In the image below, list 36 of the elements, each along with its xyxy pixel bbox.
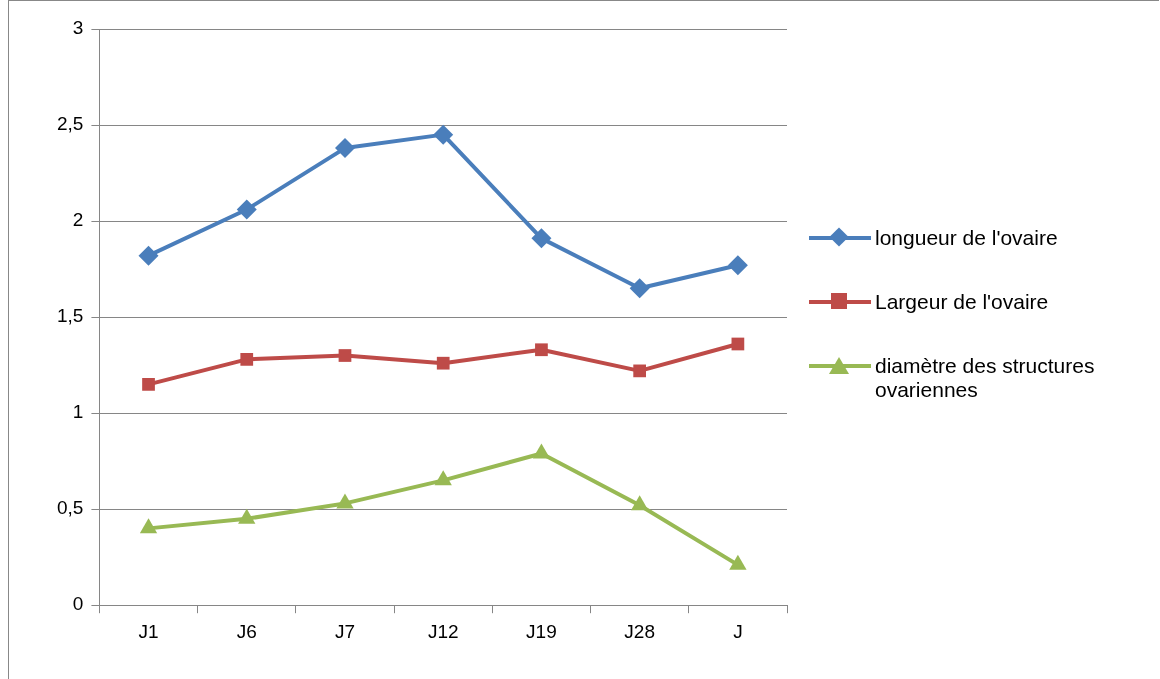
point [138,245,159,266]
legend-label: longueur de l'ovaire [875,226,1058,250]
y-tick-label: 1,5 [56,305,84,327]
point [139,518,158,534]
point [433,124,454,145]
point [236,199,257,220]
y-tick-label: 3 [72,17,84,39]
point [727,255,748,276]
x-tick-label: J1 [138,620,159,642]
point [142,377,155,391]
point [334,138,355,159]
y-tick-label: 2 [72,209,84,231]
legend-label: Largeur de l'ovaire [875,290,1049,314]
point [729,554,747,570]
point [631,495,649,511]
x-tick-label: J6 [236,620,257,642]
x-tick-label: J19 [526,620,557,642]
x-tick-label: J7 [334,620,356,642]
point [633,364,647,378]
legend-label: diamètre des structures ovariennes [875,354,1096,402]
y-tick-label: 0,5 [56,497,84,519]
point [338,349,352,362]
point [531,228,552,249]
point [238,508,256,524]
y-tick-label: 0 [72,593,84,615]
point [434,470,452,486]
point [436,356,450,370]
y-tick-label: 2,5 [56,113,84,135]
y-tick-label: 1 [72,401,84,423]
x-tick-label: J28 [624,620,655,642]
x-tick-label: J12 [427,620,459,642]
x-tick-label: J [733,620,743,642]
point [240,352,254,366]
point [629,278,650,299]
point [535,343,548,357]
point [336,493,354,509]
